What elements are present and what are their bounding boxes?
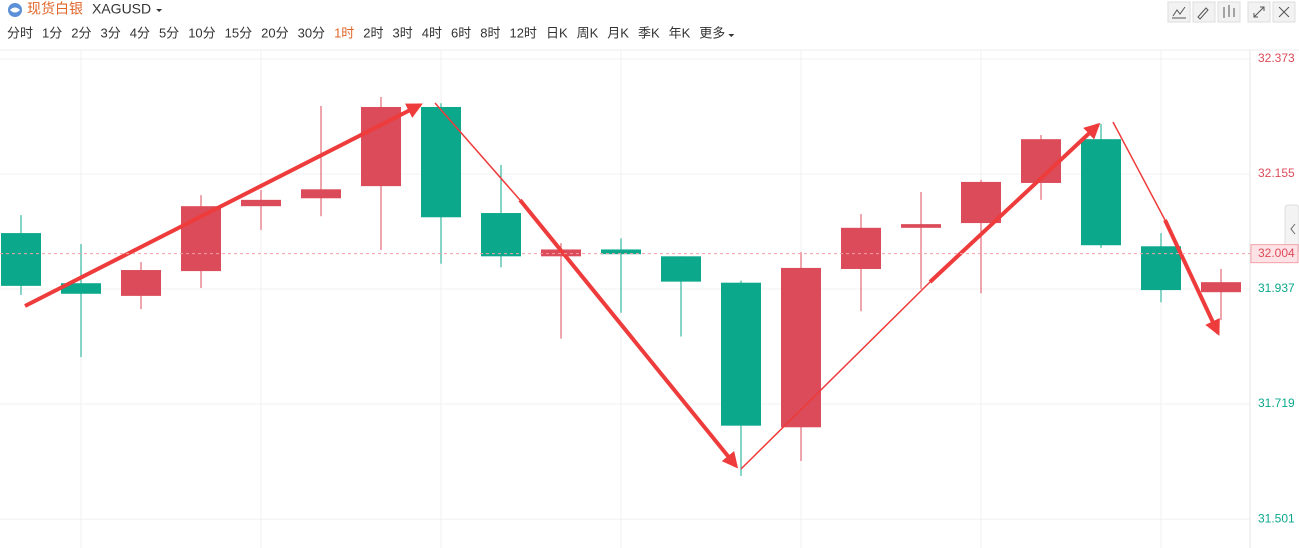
candle-body: [301, 189, 341, 199]
trend-arrow: [24, 103, 423, 308]
y-tick-label: 31.937: [1258, 281, 1295, 295]
last-price-label: 32.004: [1258, 246, 1295, 260]
y-tick-label: 31.719: [1258, 396, 1295, 410]
tool-button[interactable]: [1192, 1, 1216, 23]
y-tick-label: 32.373: [1258, 51, 1295, 65]
timeframe-tab[interactable]: 4分: [130, 25, 150, 40]
candle-body: [121, 270, 161, 296]
timeframe-tab[interactable]: 20分: [261, 25, 288, 40]
y-tick-label: 31.501: [1258, 511, 1295, 525]
candle-body: [421, 106, 461, 218]
instrument-name: 现货白银: [27, 1, 83, 17]
dropdown-caret[interactable]: [156, 9, 163, 12]
candle-body: [61, 283, 101, 294]
grid: [0, 50, 1250, 548]
timeframe-tab[interactable]: 12时: [509, 25, 536, 40]
timeframe-tab[interactable]: 日K: [546, 25, 568, 40]
timeframe-tab[interactable]: 6时: [451, 25, 471, 40]
header: 现货白银 XAGUSD: [8, 1, 163, 17]
candle-body: [721, 282, 761, 426]
trend-arrow: [518, 198, 739, 469]
timeframe-tab[interactable]: 3时: [393, 25, 413, 40]
candle-body: [961, 181, 1001, 224]
timeframe-tab[interactable]: 周K: [577, 25, 599, 40]
trend-arrow: [928, 122, 1101, 284]
timeframe-tab[interactable]: 4时: [422, 25, 442, 40]
y-tick-label: 32.155: [1258, 166, 1295, 180]
timeframe-tab[interactable]: 8时: [480, 25, 500, 40]
candle-body: [1201, 282, 1241, 293]
candle-body: [1, 233, 41, 286]
timeframe-tab[interactable]: 季K: [638, 25, 660, 40]
timeframe-tab[interactable]: 年K: [669, 25, 691, 40]
trend-arrow: [1163, 219, 1220, 336]
instrument-symbol[interactable]: XAGUSD: [92, 1, 151, 17]
timeframe-tab[interactable]: 月K: [607, 25, 629, 40]
trend-line: [1112, 121, 1166, 221]
timeframe-tabs: 分时 1分 2分 3分 4分 5分 10分 15分 20分 30分 1时 2时 3时 4时 6时 8时 12时日…: [7, 25, 735, 40]
candle-body: [781, 267, 821, 428]
trend-line: [740, 281, 931, 470]
timeframe-tab[interactable]: 1分: [42, 25, 62, 40]
trend-line: [434, 102, 521, 201]
dropdown-caret[interactable]: [728, 34, 735, 37]
timeframe-tab[interactable]: 30分: [298, 25, 325, 40]
toolbar: [1167, 1, 1296, 23]
last-price-box: [1250, 244, 1299, 264]
annotations: [24, 102, 1220, 470]
timeframe-tab[interactable]: 2分: [71, 25, 91, 40]
timeframe-tab[interactable]: 分时: [7, 25, 33, 40]
candle-body: [841, 227, 881, 269]
timeframe-tab[interactable]: 10分: [188, 25, 215, 40]
timeframe-tab[interactable]: 1时: [334, 25, 354, 40]
candle-body: [1141, 246, 1181, 291]
timeframe-tab[interactable]: 3分: [100, 25, 120, 40]
timeframe-tab[interactable]: 5分: [159, 25, 179, 40]
candles: [1, 96, 1241, 476]
timeframe-tab[interactable]: 更多: [699, 25, 725, 40]
candle-body: [601, 249, 641, 255]
candle-body: [901, 224, 941, 228]
timeframe-tab[interactable]: 2时: [363, 25, 383, 40]
candle-body: [241, 199, 281, 207]
candle-body: [481, 213, 521, 257]
timeframe-tab[interactable]: 15分: [225, 25, 252, 40]
candle-body: [661, 256, 701, 282]
candle-body: [1081, 139, 1121, 246]
